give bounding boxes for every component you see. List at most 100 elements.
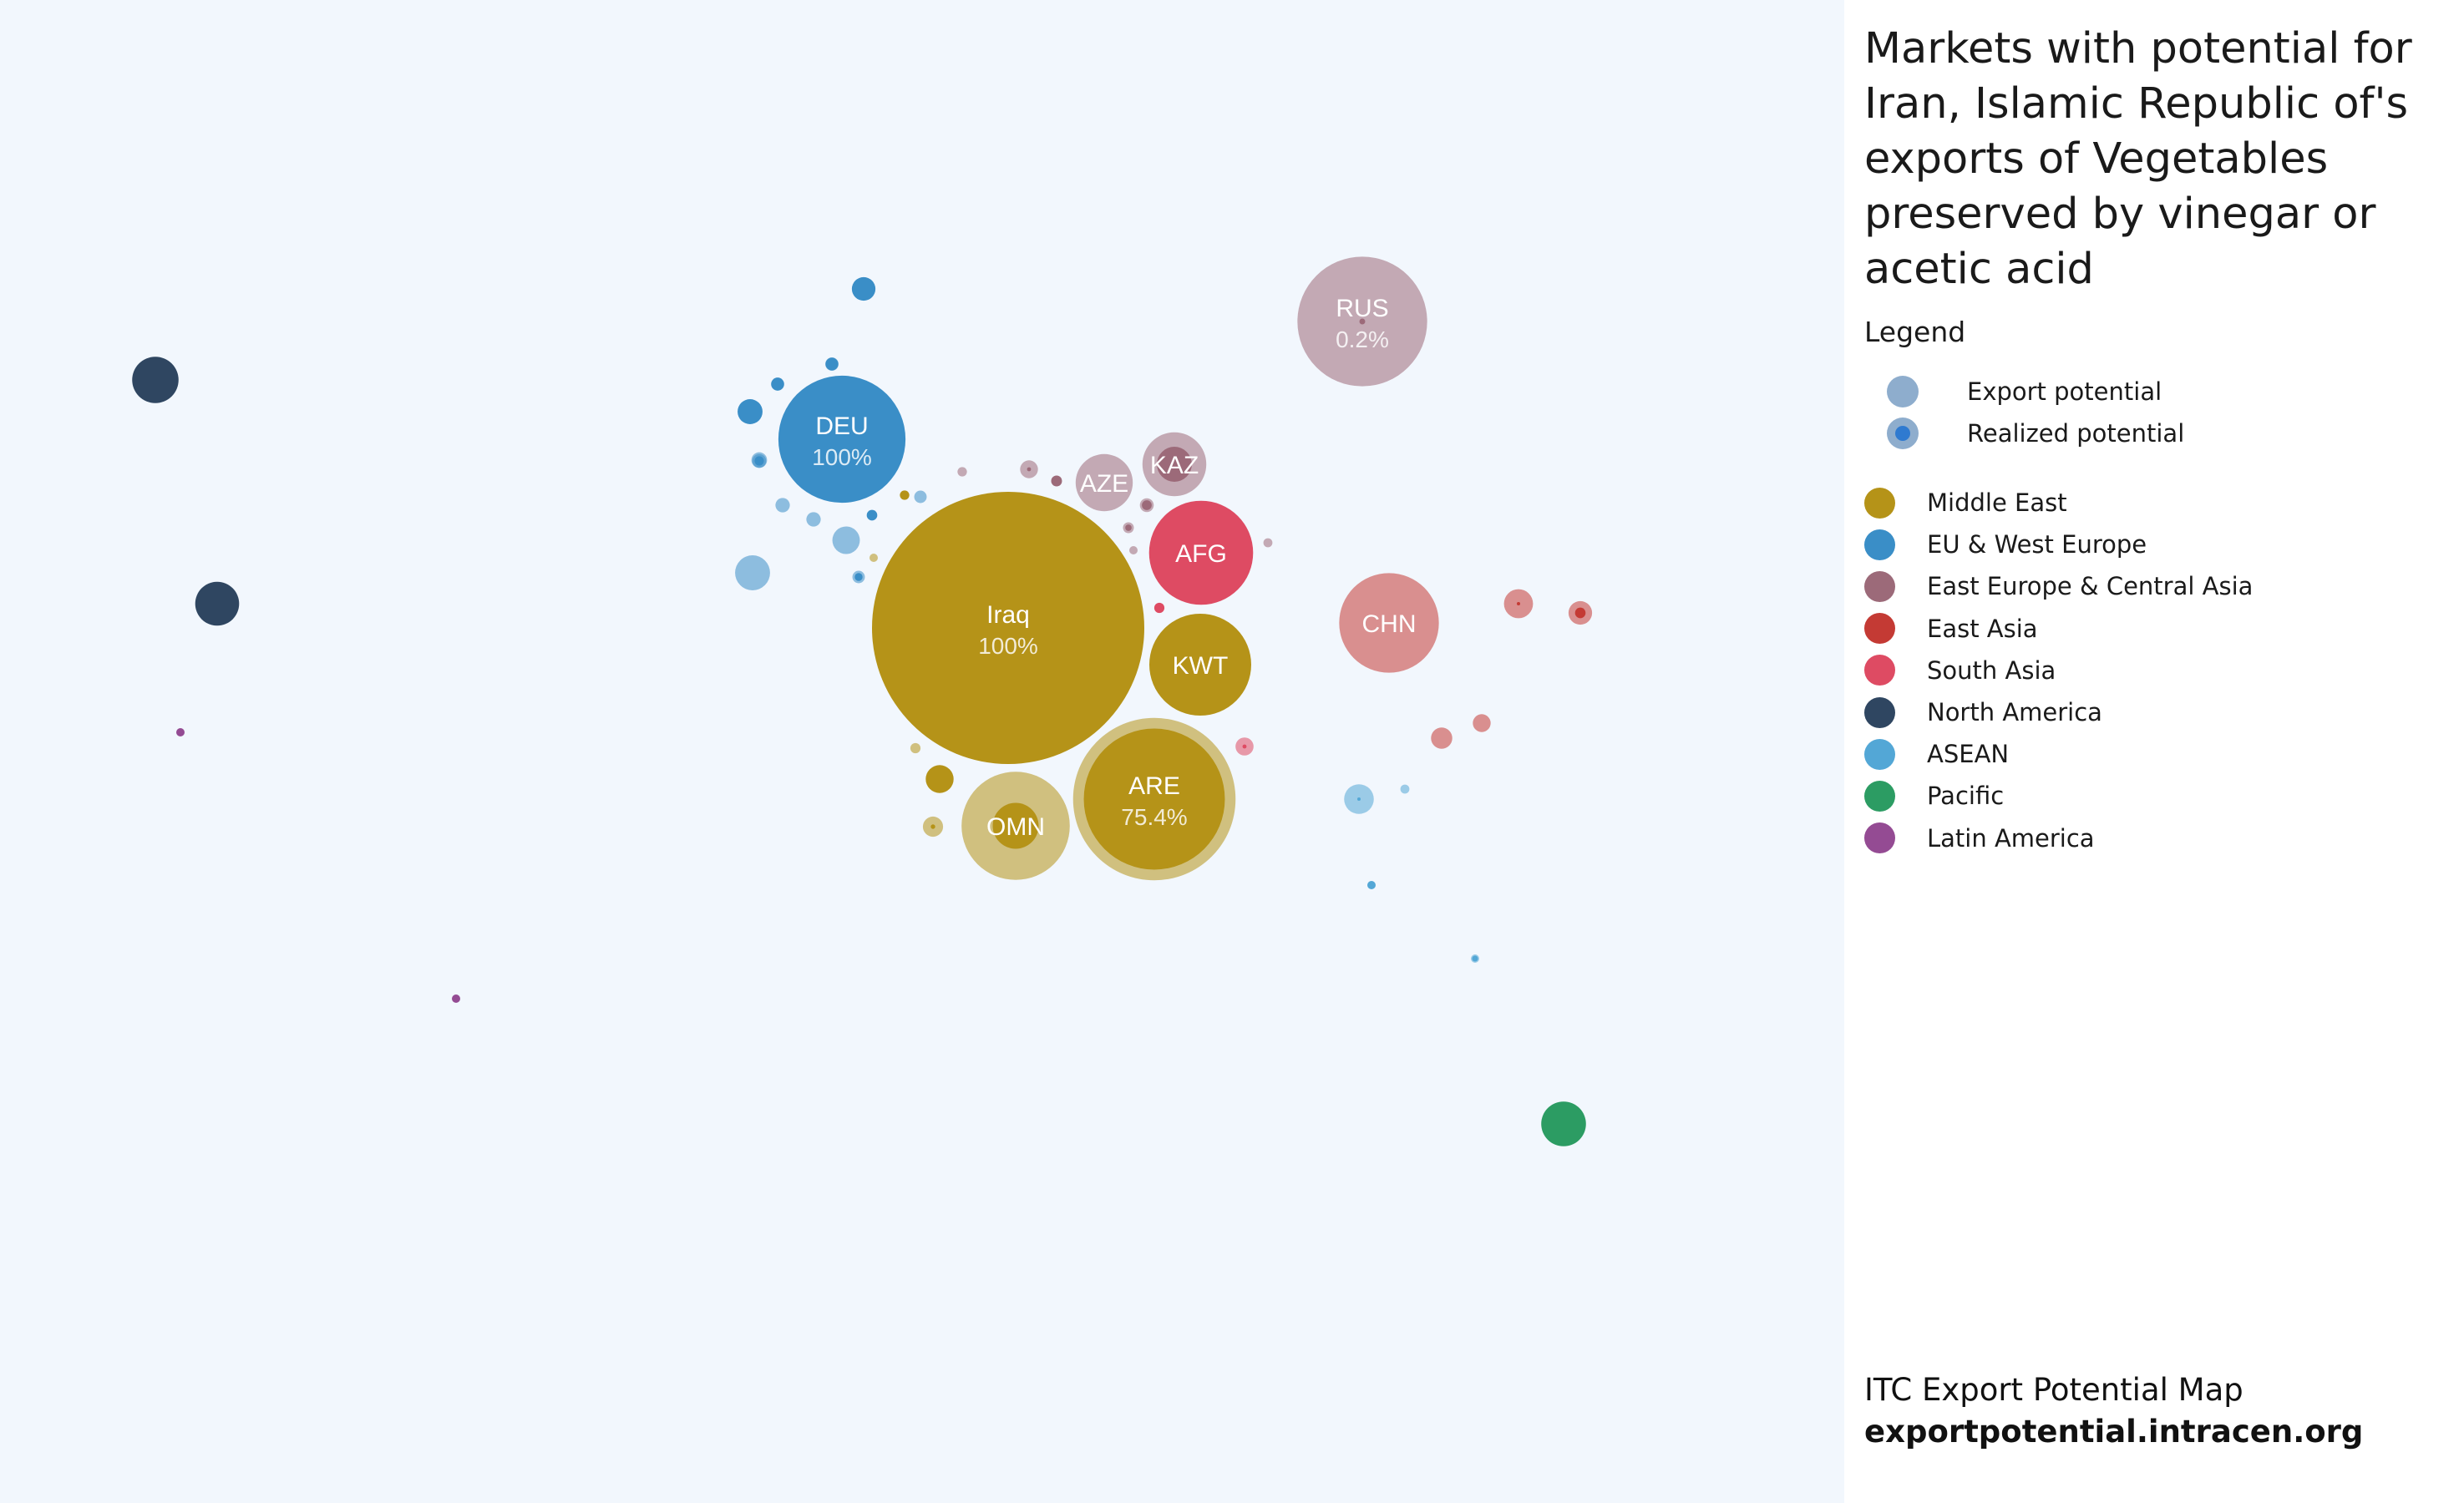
realized-potential-swatch — [1887, 418, 1919, 449]
bubble-market[interactable] — [851, 276, 876, 301]
legend-swatch — [1864, 780, 1895, 812]
bubble-market[interactable] — [825, 357, 839, 371]
bubble-market[interactable] — [1235, 737, 1254, 756]
bubble-market[interactable] — [132, 357, 179, 403]
bubble-label: KWT — [1173, 652, 1229, 680]
legend-swatch — [1864, 529, 1895, 560]
bubble-are[interactable]: ARE 75.4% — [1072, 717, 1236, 881]
bubble-market[interactable] — [752, 453, 767, 468]
bubble-omn[interactable]: OMN — [961, 772, 1070, 880]
bubble-market[interactable] — [1367, 881, 1376, 889]
bubble-market[interactable] — [832, 526, 860, 554]
legend-region-na[interactable]: North America — [1864, 694, 2102, 731]
bubble-chart: Iraq 100% ARE 75.4% OMN KWT DEU 100% RUS 0.2% KAZ A… — [0, 0, 1844, 1503]
bubble-market[interactable] — [735, 555, 770, 590]
footer: ITC Export Potential Map exportpotential… — [1864, 1369, 2363, 1453]
bubble-potential — [914, 490, 927, 504]
bubble-kaz[interactable]: KAZ — [1142, 432, 1207, 497]
footer-source: ITC Export Potential Map — [1864, 1372, 2243, 1408]
bubble-market[interactable] — [1020, 460, 1038, 478]
bubble-market[interactable] — [1503, 589, 1534, 619]
bubble-market[interactable] — [452, 994, 460, 1003]
bubble-realized — [1472, 955, 1478, 962]
bubble-market[interactable] — [1139, 498, 1154, 513]
bubble-market[interactable] — [1400, 784, 1410, 794]
legend-realized-potential: Realized potential — [1864, 415, 2184, 452]
legend-label: Pacific — [1927, 782, 2005, 811]
bubble-market[interactable] — [1431, 727, 1453, 749]
bubble-market[interactable] — [775, 498, 790, 513]
bubble-market[interactable] — [869, 554, 878, 562]
bubble-percent: 100% — [812, 444, 872, 470]
bubble-market[interactable] — [922, 816, 944, 838]
bubble-potential — [910, 742, 921, 754]
bubble-label: Iraq — [986, 601, 1030, 629]
bubble-market[interactable] — [738, 399, 763, 424]
legend-region-as[interactable]: ASEAN — [1864, 736, 2009, 772]
bubble-market[interactable] — [900, 490, 910, 500]
legend-heading: Legend — [1864, 316, 1966, 348]
legend-region-pa[interactable]: Pacific — [1864, 777, 2004, 814]
bubble-label: KAZ — [1150, 452, 1199, 479]
bubble-potential — [195, 581, 240, 626]
bubble-market[interactable] — [910, 742, 921, 754]
bubble-afg[interactable]: AFG — [1148, 500, 1254, 605]
legend-region-ea[interactable]: East Asia — [1864, 610, 2038, 647]
bubble-rus[interactable]: RUS 0.2% — [1297, 256, 1427, 387]
bubble-market[interactable] — [1473, 714, 1491, 732]
bubble-potential — [738, 399, 763, 424]
bubble-potential — [851, 276, 876, 301]
bubble-market[interactable] — [1568, 600, 1593, 625]
bubble-potential — [869, 554, 878, 562]
bubble-market[interactable] — [914, 490, 927, 504]
bubble-potential — [1339, 573, 1439, 673]
legend-region-sa[interactable]: South Asia — [1864, 652, 2056, 689]
bubble-iraq[interactable]: Iraq 100% — [872, 492, 1144, 764]
bubble-chart-svg: Iraq 100% ARE 75.4% OMN KWT DEU 100% RUS 0.2% KAZ A… — [132, 256, 1593, 1146]
bubble-kwt[interactable]: KWT — [1149, 614, 1251, 716]
bubble-market[interactable] — [771, 377, 784, 391]
bubble-market[interactable] — [1471, 954, 1479, 963]
bubble-potential — [866, 509, 878, 521]
bubble-aze[interactable]: AZE — [1075, 453, 1133, 512]
bubble-realized — [754, 456, 764, 466]
bubble-market[interactable] — [806, 512, 821, 527]
bubble-market[interactable] — [852, 570, 865, 584]
bubble-potential — [1263, 538, 1273, 548]
footer-link[interactable]: exportpotential.intracen.org — [1864, 1414, 2364, 1450]
bubble-market[interactable] — [957, 467, 967, 477]
legend-label: North America — [1927, 698, 2102, 726]
bubble-potential — [176, 728, 185, 736]
bubble-market[interactable] — [1129, 546, 1138, 554]
legend-label: Latin America — [1927, 823, 2095, 853]
bubble-chn[interactable]: CHN — [1339, 573, 1439, 673]
bubble-market[interactable] — [1123, 522, 1134, 534]
bubble-market[interactable] — [866, 509, 878, 521]
bubble-market[interactable] — [1541, 1101, 1586, 1146]
legend-region-me[interactable]: Middle East — [1864, 484, 2067, 521]
bubble-market[interactable] — [176, 728, 185, 736]
bubble-market[interactable] — [195, 581, 240, 626]
bubble-label: AZE — [1080, 470, 1128, 498]
bubble-potential — [1148, 500, 1254, 605]
bubble-market[interactable] — [1051, 475, 1062, 487]
export-potential-swatch — [1887, 376, 1919, 407]
legend-region-eu[interactable]: EU & West Europe — [1864, 526, 2147, 563]
legend-label: ASEAN — [1927, 740, 2010, 769]
bubble-market[interactable] — [1344, 784, 1374, 814]
bubble-potential — [778, 375, 906, 504]
bubble-label: DEU — [815, 412, 868, 440]
bubble-potential — [900, 490, 910, 500]
legend-region-ee[interactable]: East Europe & Central Asia — [1864, 568, 2253, 605]
bubble-realized — [854, 573, 863, 581]
bubble-market[interactable] — [1153, 602, 1165, 614]
legend-swatch — [1864, 738, 1895, 770]
bubble-realized — [1359, 318, 1366, 325]
bubble-potential — [775, 498, 790, 513]
bubble-deu[interactable]: DEU 100% — [778, 375, 906, 504]
legend-label: Middle East — [1927, 488, 2067, 517]
legend-region-la[interactable]: Latin America — [1864, 820, 2095, 857]
bubble-market[interactable] — [1263, 538, 1273, 548]
bubble-potential — [771, 377, 784, 391]
bubble-market[interactable] — [925, 765, 954, 793]
